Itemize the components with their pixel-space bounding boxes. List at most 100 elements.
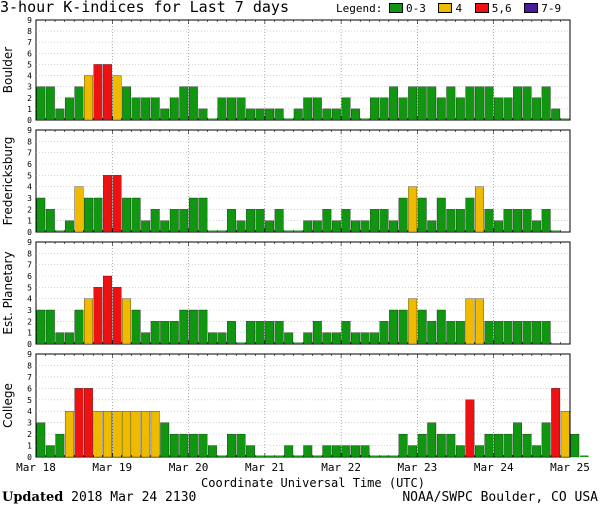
kp-bar: [417, 309, 427, 345]
kp-bar: [55, 108, 65, 121]
kp-bar: [427, 86, 437, 121]
kp-bar: [188, 86, 198, 121]
kp-bar: [55, 230, 65, 232]
kp-bar: [293, 342, 303, 344]
kp-bar: [541, 209, 551, 233]
kp-bar: [513, 86, 522, 121]
kp-bar: [379, 209, 389, 233]
kp-bar: [322, 445, 332, 458]
legend-swatch-5-6: [474, 3, 489, 13]
kp-bar: [188, 309, 198, 345]
y-tick-label: 2: [27, 317, 32, 326]
y-tick-label: 5: [27, 60, 32, 69]
kp-bar: [284, 332, 294, 345]
kp-bar: [265, 455, 274, 457]
kp-bar: [160, 220, 170, 233]
kp-bar: [84, 197, 93, 233]
kp-bar: [198, 108, 208, 121]
kp-bar: [246, 445, 255, 458]
kp-bar: [522, 321, 532, 345]
kp-bar: [293, 108, 303, 121]
kp-bar: [331, 445, 341, 458]
y-tick-label: 7: [27, 261, 32, 270]
kp-bar: [74, 86, 84, 121]
kp-bar: [255, 455, 265, 457]
kp-bar: [169, 97, 179, 121]
kp-bar: [436, 97, 446, 121]
kp-bar: [122, 197, 132, 233]
kp-bar: [446, 86, 456, 121]
kp-bar: [188, 433, 198, 458]
y-tick-label: 0: [27, 453, 32, 462]
y-tick-label: 3: [27, 194, 32, 203]
y-tick-label: 3: [27, 306, 32, 315]
kp-bar: [179, 209, 189, 233]
kp-bar: [532, 97, 542, 121]
kp-bar: [408, 86, 418, 121]
y-tick-label: 6: [27, 49, 32, 58]
kp-bar: [312, 321, 322, 345]
kp-bar: [284, 230, 293, 232]
kp-bar: [408, 445, 418, 458]
kp-bar: [465, 399, 475, 458]
kp-bar: [465, 197, 475, 233]
kp-bar: [351, 445, 360, 458]
kp-bar: [36, 422, 46, 458]
kp-bar: [522, 433, 532, 458]
legend-swatch-7-9: [524, 3, 539, 13]
kp-bar: [522, 86, 532, 121]
kp-bar: [84, 75, 93, 121]
kp-bar: [293, 455, 303, 457]
kp-bar: [150, 411, 160, 458]
y-tick-label: 2: [27, 205, 32, 214]
kp-bar: [484, 433, 494, 458]
y-tick-label: 4: [27, 72, 32, 81]
x-tick-label: Mar 25: [550, 461, 590, 474]
kp-bar: [255, 321, 265, 345]
kp-bar: [408, 298, 418, 345]
kp-bar: [312, 97, 322, 121]
kp-bar: [455, 321, 465, 345]
y-tick-label: 5: [27, 283, 32, 292]
kp-bar: [169, 209, 179, 233]
kp-bar: [436, 197, 446, 233]
kp-bar: [217, 230, 227, 232]
kp-bar: [389, 455, 398, 457]
y-tick-label: 7: [27, 373, 32, 382]
kp-bar: [446, 321, 456, 345]
y-tick-label: 4: [27, 295, 32, 304]
kp-bar: [341, 445, 351, 458]
kp-bar: [341, 97, 351, 121]
kp-bar: [217, 455, 227, 457]
kp-bar: [427, 422, 437, 458]
x-tick-label: Mar 19: [92, 461, 132, 474]
kp-bar: [236, 433, 246, 458]
kp-bar: [103, 64, 112, 121]
kp-bar: [360, 118, 370, 120]
kp-bar: [494, 433, 503, 458]
kp-bar: [141, 411, 151, 458]
kp-bar: [131, 97, 141, 121]
kp-bar: [313, 455, 322, 457]
kp-bar: [427, 220, 437, 233]
kp-bar: [208, 118, 217, 120]
kp-bar: [112, 175, 122, 233]
panel-label: Est. Planetary: [1, 251, 15, 334]
kp-bar: [370, 209, 379, 233]
kp-bar: [427, 321, 437, 345]
kp-bar: [560, 411, 570, 458]
kp-bar: [179, 433, 189, 458]
kp-bar: [379, 321, 389, 345]
kp-bar: [503, 433, 513, 458]
kp-bar: [322, 209, 332, 233]
y-tick-label: 6: [27, 272, 32, 281]
legend: Legend: 0-3 4 5,6 7-9: [336, 2, 567, 15]
kp-bar: [446, 209, 456, 233]
panel-label: Boulder: [1, 47, 15, 94]
kp-bar: [103, 175, 112, 233]
y-tick-label: 9: [27, 238, 32, 247]
kp-bar: [217, 97, 227, 121]
kp-bar: [265, 220, 275, 233]
kp-bar: [122, 86, 132, 121]
kp-bar: [169, 433, 179, 458]
